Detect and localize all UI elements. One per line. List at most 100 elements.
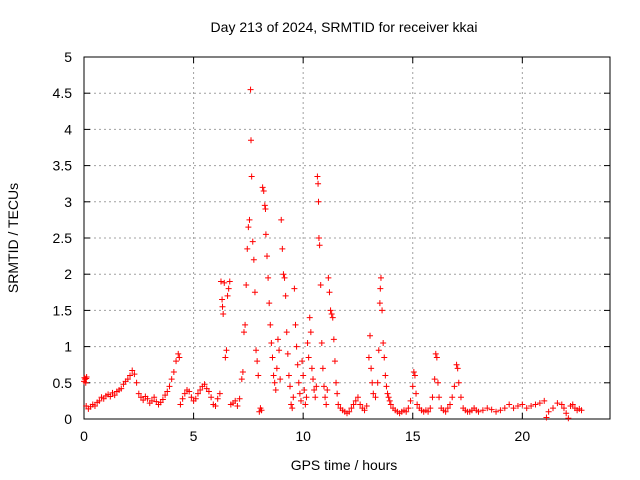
data-point — [327, 307, 334, 314]
data-point — [243, 282, 250, 289]
data-point — [284, 350, 291, 357]
data-point — [449, 394, 456, 401]
data-point — [488, 406, 495, 413]
data-markers — [81, 86, 585, 422]
data-point — [302, 401, 309, 408]
data-point — [312, 394, 319, 401]
data-point — [295, 379, 302, 386]
data-point — [442, 408, 449, 415]
data-point — [455, 379, 462, 386]
data-point — [457, 394, 464, 401]
data-point — [578, 407, 585, 414]
data-point — [405, 405, 412, 412]
data-point — [543, 414, 550, 421]
data-point — [409, 383, 416, 390]
y-tick-label: 4 — [64, 121, 72, 137]
plot-frame — [83, 56, 611, 420]
y-tick-label: 3 — [64, 194, 72, 210]
data-point — [194, 390, 201, 397]
data-point — [264, 253, 271, 260]
data-point — [168, 376, 175, 383]
data-point — [221, 279, 228, 286]
data-point — [285, 372, 292, 379]
data-point — [248, 137, 255, 144]
data-point — [300, 372, 307, 379]
data-point — [382, 372, 389, 379]
data-point — [387, 401, 394, 408]
data-point — [176, 354, 183, 361]
x-axis-label: GPS time / hours — [291, 457, 398, 473]
data-point — [159, 396, 166, 403]
data-point — [565, 415, 572, 422]
data-point — [188, 394, 195, 401]
data-point — [361, 407, 368, 414]
data-point — [414, 401, 421, 408]
data-point — [328, 311, 335, 318]
data-point — [383, 383, 390, 390]
data-point — [226, 278, 233, 285]
y-tick-label: 3.5 — [53, 158, 73, 174]
data-point — [307, 329, 314, 336]
y-tick-label: 2.5 — [53, 230, 73, 246]
data-point — [272, 387, 279, 394]
x-tick-label: 0 — [80, 428, 88, 444]
data-point — [283, 329, 290, 336]
data-point — [288, 401, 295, 408]
data-point — [385, 394, 392, 401]
data-point — [376, 300, 383, 307]
data-point — [258, 407, 265, 414]
data-point — [335, 401, 342, 408]
data-point — [528, 402, 535, 409]
data-point — [451, 383, 458, 390]
y-tick-label: 2 — [64, 266, 72, 282]
data-point — [301, 387, 308, 394]
data-point — [558, 401, 565, 408]
y-tick-label: 0.5 — [53, 375, 73, 391]
data-point — [314, 173, 321, 180]
chart-title: Day 213 of 2024, SRMTID for receiver kka… — [211, 19, 478, 35]
data-point — [253, 347, 260, 354]
data-point — [107, 393, 114, 400]
data-point — [279, 245, 286, 252]
data-point — [162, 392, 169, 399]
data-point — [322, 394, 329, 401]
data-point — [124, 376, 131, 383]
data-point — [315, 180, 322, 187]
data-point — [262, 206, 269, 213]
data-point — [111, 392, 118, 399]
x-tick-label: 10 — [295, 428, 311, 444]
data-point — [433, 354, 440, 361]
data-point — [479, 407, 486, 414]
data-point — [242, 321, 249, 328]
data-point — [315, 198, 322, 205]
data-point — [434, 379, 441, 386]
data-point — [497, 407, 504, 414]
data-point — [318, 339, 325, 346]
data-point — [560, 405, 567, 412]
data-point — [223, 347, 230, 354]
data-point — [427, 405, 434, 412]
data-point — [129, 367, 136, 374]
data-point — [181, 390, 188, 397]
data-point — [306, 314, 313, 321]
data-point — [299, 358, 306, 365]
data-point — [135, 390, 142, 397]
data-point — [410, 368, 417, 375]
data-point — [261, 202, 268, 209]
data-point — [186, 388, 193, 395]
data-point — [367, 332, 374, 339]
data-point — [267, 321, 274, 328]
data-point — [91, 402, 98, 409]
data-point — [370, 390, 377, 397]
data-point — [329, 314, 336, 321]
data-point — [317, 282, 324, 289]
data-point — [278, 216, 285, 223]
x-tick-label: 5 — [190, 428, 198, 444]
data-point — [297, 397, 304, 404]
data-point — [334, 390, 341, 397]
data-point — [372, 394, 379, 401]
data-point — [333, 379, 340, 386]
data-point — [148, 397, 155, 404]
data-point — [346, 408, 353, 415]
